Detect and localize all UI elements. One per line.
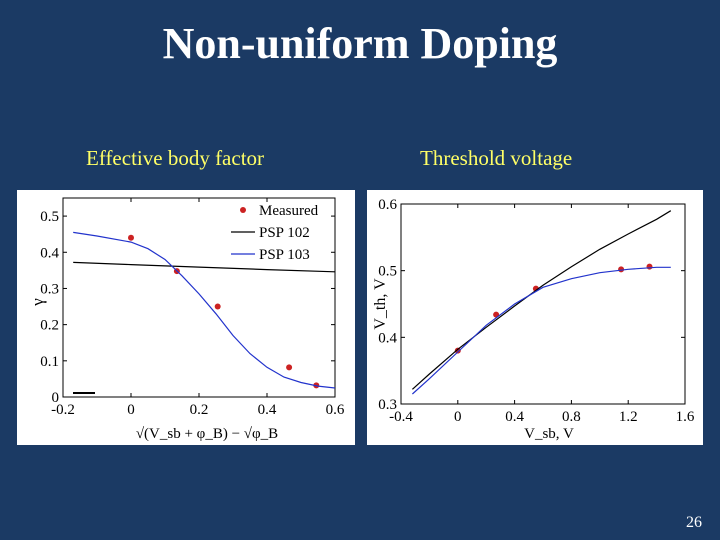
- x-tick-label: 0.2: [190, 402, 209, 418]
- x-tick-label: 0.8: [562, 409, 581, 425]
- series-measured-point: [286, 364, 293, 371]
- subtitle-body-factor: Effective body factor: [86, 146, 265, 170]
- x-axis-label: V_sb, V: [524, 426, 574, 442]
- body-factor-chart-panel: -0.2 0 0.2 0.4 0.6 0 0.1 0.2 0.3 0.4 0.5 Measured PS…: [17, 190, 355, 445]
- y-tick-label: 0.3: [378, 397, 397, 413]
- y-tick-label: 0.3: [40, 281, 59, 297]
- xlabel-minus-dash: [73, 392, 95, 394]
- series-measured-point: [454, 347, 461, 354]
- plot-frame: [400, 203, 686, 405]
- body-factor-chart: -0.2 0 0.2 0.4 0.600.10.20.30.40.5 MeasuredPS…: [28, 197, 345, 442]
- y-tick-label: 0.4: [378, 330, 397, 346]
- y-tick-label: 0.4: [40, 245, 59, 261]
- y-tick-label: 0.2: [40, 318, 59, 334]
- x-axis-label: √(V_sb + φ_B) − √φ_B: [136, 426, 278, 442]
- slide-title: Non-uniform Doping: [162, 19, 558, 68]
- legend-psp-103-label: PSP 103: [259, 247, 310, 263]
- x-tick-label: 1.6: [676, 409, 695, 425]
- x-tick-label: -0.2: [51, 402, 75, 418]
- x-tick-label: -0.4: [389, 409, 413, 425]
- x-tick-label: 0: [127, 402, 135, 418]
- y-axis-label: V_th, V: [372, 278, 389, 330]
- y-tick-label: 0: [52, 390, 60, 406]
- y-tick-label: 0.1: [40, 354, 59, 370]
- legend-measured-label: Measured: [259, 203, 319, 219]
- series-psp-102-line: [411, 210, 672, 390]
- legend-psp-102-label: PSP 102: [259, 225, 310, 241]
- x-tick-label: 0.6: [326, 402, 345, 418]
- legend-measured-marker: [240, 207, 246, 213]
- y-tick-label: 0.6: [378, 197, 397, 213]
- series-psp-102-line: [73, 261, 336, 273]
- y-tick-label: 0.5: [40, 209, 59, 225]
- series-psp-103-line: [411, 266, 671, 395]
- y-tick-label: 0.5: [378, 264, 397, 280]
- subtitle-threshold-voltage: Threshold voltage: [420, 146, 573, 170]
- x-tick-label: 0: [454, 409, 462, 425]
- x-tick-label: 1.2: [619, 409, 638, 425]
- y-axis-label: γ: [28, 298, 47, 307]
- series-psp-103-line: [73, 231, 336, 389]
- x-tick-label: 0.4: [505, 409, 524, 425]
- series-measured-point: [128, 234, 134, 241]
- page-number: 26: [686, 514, 702, 531]
- series-measured-point: [646, 263, 653, 270]
- x-tick-label: 0.4: [258, 402, 277, 418]
- threshold-voltage-chart-panel: -0.4 0 0.4 0.8 1.2 1.6 0.3 0.4 0.5 0.6 V_th, V V_sb…: [367, 190, 703, 445]
- plot-frame: [62, 197, 336, 398]
- threshold-voltage-chart: -0.4 0 0.4 0.8 1.2 1.6 0.3 0.4 0.5 0.6 V_th, V V_sb…: [372, 197, 695, 442]
- series-measured-point: [214, 303, 221, 310]
